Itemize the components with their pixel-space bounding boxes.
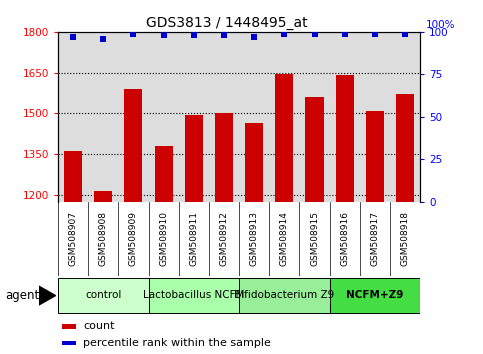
Bar <box>336 75 354 202</box>
FancyBboxPatch shape <box>330 278 420 313</box>
Bar <box>275 74 294 202</box>
Point <box>160 33 168 38</box>
Bar <box>125 89 142 202</box>
Point <box>190 33 198 38</box>
Bar <box>306 97 324 202</box>
Bar <box>185 115 203 202</box>
Bar <box>155 146 173 202</box>
Text: GSM508915: GSM508915 <box>310 211 319 267</box>
Text: GSM508918: GSM508918 <box>400 211 410 267</box>
Text: GSM508913: GSM508913 <box>250 211 259 267</box>
FancyBboxPatch shape <box>58 278 149 313</box>
Bar <box>245 123 263 202</box>
Bar <box>396 95 414 202</box>
FancyBboxPatch shape <box>239 278 330 313</box>
Point <box>371 31 379 36</box>
Point <box>69 34 77 40</box>
Point <box>99 36 107 41</box>
Text: GSM508911: GSM508911 <box>189 211 199 267</box>
Text: GSM508910: GSM508910 <box>159 211 168 267</box>
Text: GSM508909: GSM508909 <box>129 211 138 267</box>
Bar <box>64 152 82 202</box>
Point <box>129 31 137 36</box>
Text: GSM508914: GSM508914 <box>280 211 289 267</box>
Point <box>281 31 288 36</box>
Text: Lactobacillus NCFM: Lactobacillus NCFM <box>143 290 244 300</box>
Text: GDS3813 / 1448495_at: GDS3813 / 1448495_at <box>146 16 308 30</box>
Text: GSM508917: GSM508917 <box>370 211 380 267</box>
Polygon shape <box>39 286 56 305</box>
FancyBboxPatch shape <box>149 278 239 313</box>
Text: count: count <box>84 321 115 331</box>
Text: GSM508907: GSM508907 <box>69 211 78 267</box>
Text: GSM508912: GSM508912 <box>219 211 228 267</box>
Bar <box>215 113 233 202</box>
Point <box>341 31 349 36</box>
Text: percentile rank within the sample: percentile rank within the sample <box>84 338 271 348</box>
Point <box>220 33 228 38</box>
Bar <box>366 111 384 202</box>
Text: NCFM+Z9: NCFM+Z9 <box>346 290 404 300</box>
Bar <box>62 341 76 345</box>
Text: agent: agent <box>5 289 39 302</box>
Text: control: control <box>85 290 121 300</box>
Text: Bifidobacterium Z9: Bifidobacterium Z9 <box>234 290 335 300</box>
Text: 100%: 100% <box>426 21 455 30</box>
Point <box>311 31 318 36</box>
Point <box>401 31 409 36</box>
Text: GSM508908: GSM508908 <box>99 211 108 267</box>
Point <box>250 34 258 40</box>
Bar <box>94 191 113 202</box>
Bar <box>62 324 76 329</box>
Text: GSM508916: GSM508916 <box>340 211 349 267</box>
